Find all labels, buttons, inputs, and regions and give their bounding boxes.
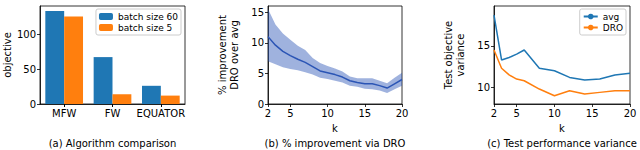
svg-text:2: 2 — [491, 108, 497, 119]
svg-text:Test objective: Test objective — [443, 21, 454, 91]
svg-text:5: 5 — [258, 68, 264, 79]
svg-text:k: k — [559, 123, 565, 134]
svg-text:FW: FW — [105, 108, 121, 119]
svg-text:0: 0 — [30, 99, 36, 110]
svg-text:0: 0 — [258, 99, 264, 110]
svg-text:DRO: DRO — [603, 23, 623, 33]
svg-text:(c) Test performance variance: (c) Test performance variance — [487, 138, 637, 149]
svg-text:avg: avg — [603, 12, 620, 22]
svg-text:15: 15 — [586, 108, 599, 119]
svg-text:batch size 60: batch size 60 — [118, 12, 178, 22]
svg-text:MFW: MFW — [52, 108, 76, 119]
svg-text:10: 10 — [251, 37, 264, 48]
svg-text:(a) Algorithm comparison: (a) Algorithm comparison — [49, 138, 177, 149]
svg-text:20: 20 — [396, 108, 409, 119]
svg-text:15: 15 — [358, 108, 371, 119]
svg-text:variance: variance — [455, 33, 466, 76]
svg-text:k: k — [332, 123, 338, 134]
svg-text:15: 15 — [477, 40, 490, 51]
svg-text:% improvement: % improvement — [217, 15, 228, 95]
svg-text:10: 10 — [477, 82, 490, 93]
svg-text:objective: objective — [2, 32, 13, 78]
svg-text:EQUATOR: EQUATOR — [137, 108, 186, 119]
svg-text:15: 15 — [251, 7, 264, 18]
svg-text:(b) % improvement via DRO: (b) % improvement via DRO — [265, 138, 406, 149]
svg-text:2: 2 — [265, 108, 271, 119]
svg-text:5: 5 — [287, 108, 293, 119]
svg-text:10: 10 — [321, 108, 334, 119]
svg-text:DRO over avg: DRO over avg — [229, 20, 240, 90]
svg-text:10: 10 — [548, 108, 561, 119]
svg-text:100: 100 — [17, 29, 36, 40]
svg-text:batch size 5: batch size 5 — [118, 23, 172, 33]
svg-text:50: 50 — [23, 64, 36, 75]
svg-text:20: 20 — [624, 108, 637, 119]
svg-text:5: 5 — [513, 108, 519, 119]
